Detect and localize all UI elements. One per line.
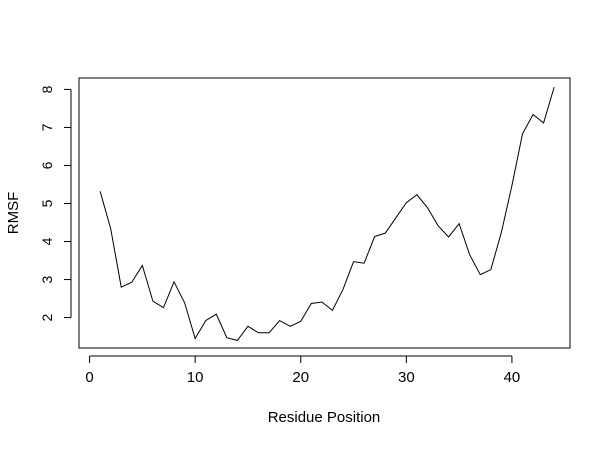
rmsf-series-line <box>99 86 555 341</box>
x-axis: 0 10 20 30 40 <box>85 355 521 386</box>
x-tick-label: 20 <box>292 369 309 386</box>
y-tick-label: 2 <box>39 313 55 321</box>
y-tick-label: 5 <box>39 199 55 207</box>
y-axis-label: RMSF <box>5 192 22 235</box>
y-tick-label: 3 <box>39 275 55 283</box>
y-tick-label: 7 <box>39 123 55 131</box>
x-axis-label: Residue Position <box>268 409 381 426</box>
x-tick-label: 30 <box>398 369 415 386</box>
y-tick-label: 6 <box>39 161 55 169</box>
y-tick-label: 8 <box>39 85 55 93</box>
y-tick-label: 4 <box>39 237 55 245</box>
plot-frame <box>78 77 571 349</box>
x-tick-label: 0 <box>85 369 93 386</box>
x-tick-label: 10 <box>187 369 204 386</box>
y-axis: 2 3 4 5 6 7 8 <box>39 85 72 321</box>
x-tick-label: 40 <box>504 369 521 386</box>
